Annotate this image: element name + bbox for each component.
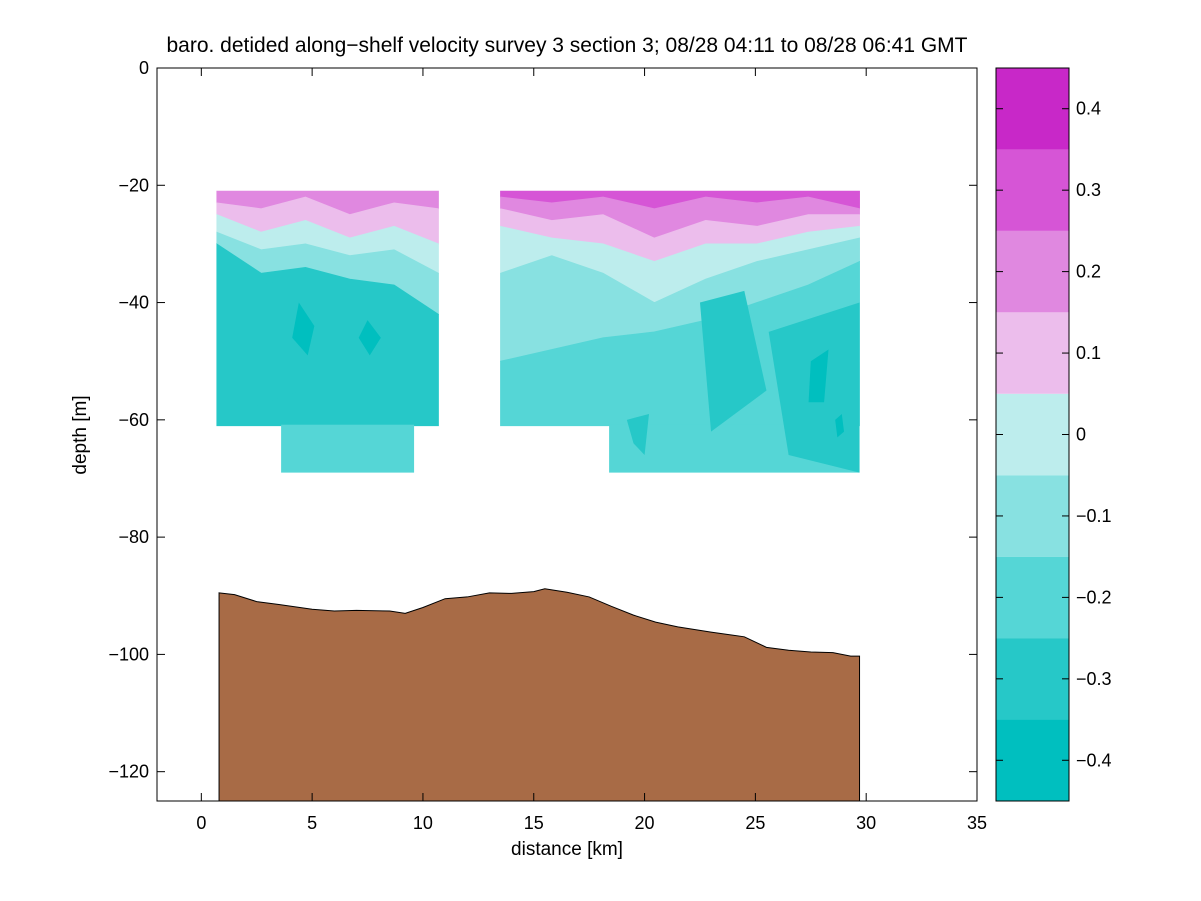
colorbar-tick-label: −0.1: [1076, 506, 1112, 526]
y-axis-label: depth [m]: [70, 395, 91, 474]
x-tick-label: 25: [745, 813, 765, 833]
colorbar: −0.4 −0.3 −0.2 −0.1 0 0.1 0.2 0.3 0.4: [995, 67, 1112, 802]
colorbar-tick-label: 0.3: [1076, 180, 1101, 200]
y-tick-label: −60: [118, 410, 149, 430]
velocity-core-0: [250, 279, 302, 409]
velocity-core-5: [808, 349, 829, 403]
colorbar-tick-label: −0.2: [1076, 587, 1112, 607]
colorbar-tick-label: 0: [1076, 425, 1086, 445]
velocity-contours: [216, 190, 860, 473]
colorbar-swatch: [996, 230, 1069, 313]
colorbar-swatch: [996, 556, 1069, 639]
colorbar-swatch: [996, 149, 1069, 231]
x-tick-label: 15: [524, 813, 544, 833]
deep-extension-0: [281, 424, 415, 473]
seafloor-bathymetry: [218, 588, 861, 802]
colorbar-swatch: [996, 475, 1069, 557]
velocity-core-2: [358, 320, 381, 356]
y-axis: 0 −20 −40 −60 −80 −100 −120: [108, 58, 977, 782]
y-tick-label: 0: [139, 58, 149, 78]
colorbar-swatch: [996, 393, 1069, 476]
x-tick-label: 20: [635, 813, 655, 833]
colorbar-swatch: [996, 719, 1069, 801]
y-tick-label: −40: [118, 293, 149, 313]
y-tick-label: −80: [118, 527, 149, 547]
y-tick-label: −100: [108, 644, 149, 664]
x-axis-label: distance [km]: [511, 839, 623, 860]
x-axis: 0 5 10 15 20 25 30 35: [196, 68, 987, 833]
colorbar-tick-label: −0.4: [1076, 750, 1112, 770]
colorbar-swatch: [996, 638, 1069, 720]
velocity-core-7: [626, 413, 649, 456]
colorbar-tick-label: 0.4: [1076, 99, 1101, 119]
plot-frame: [156, 67, 978, 802]
bathymetry-layer: [218, 588, 861, 802]
velocity-core-6: [835, 413, 845, 438]
x-tick-label: 5: [307, 813, 317, 833]
x-tick-label: 35: [967, 813, 987, 833]
x-tick-label: 0: [196, 813, 206, 833]
y-tick-label: −120: [108, 762, 149, 782]
x-tick-label: 30: [856, 813, 876, 833]
plot-area: 0 5 10 15 20 25 30 35 0 −20 −40 −60 −80 −100 −120: [108, 58, 987, 833]
colorbar-swatch: [996, 312, 1069, 394]
chart-title: baro. detided along−shelf velocity surve…: [166, 34, 967, 57]
colorbar-tick-label: 0.2: [1076, 262, 1101, 282]
x-tick-label: 10: [413, 813, 433, 833]
y-tick-label: −20: [118, 175, 149, 195]
colorbar-swatch: [996, 68, 1069, 150]
colorbar-tick-label: −0.3: [1076, 669, 1112, 689]
velocity-core-3: [699, 290, 767, 432]
velocity-core-1: [292, 302, 315, 356]
colorbar-tick-label: 0.1: [1076, 343, 1101, 363]
